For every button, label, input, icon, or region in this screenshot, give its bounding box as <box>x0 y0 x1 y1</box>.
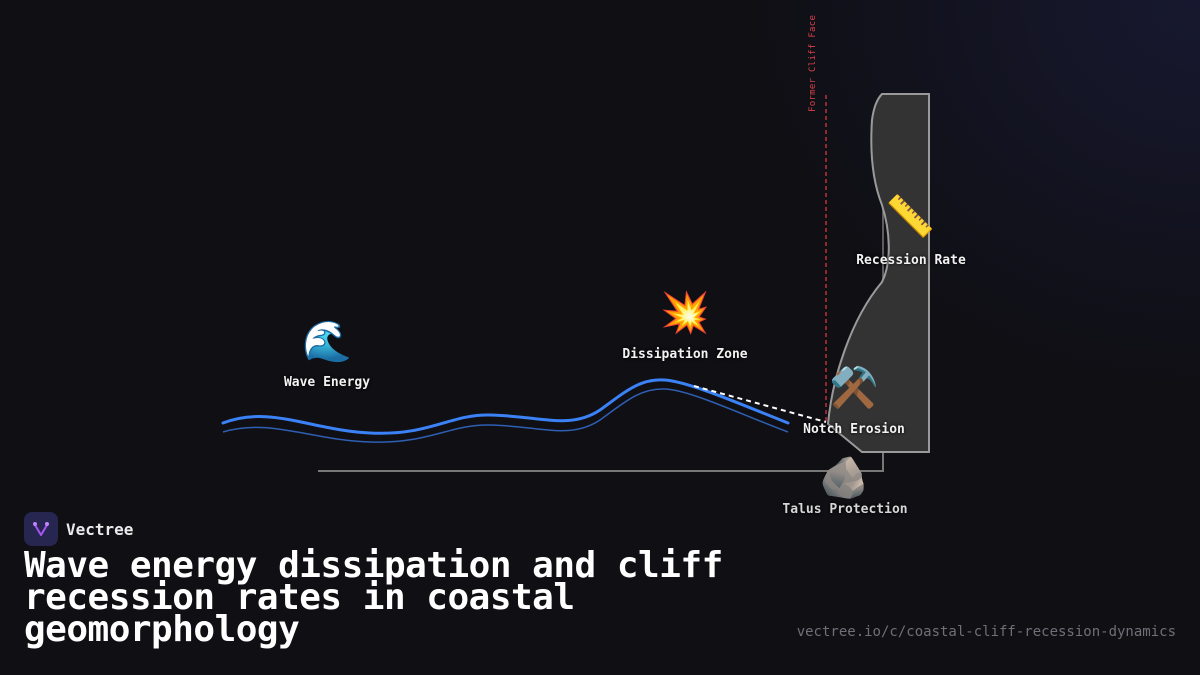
source-url: vectree.io/c/coastal-cliff-recession-dyn… <box>796 624 1176 640</box>
former-cliff-face-label: Former Cliff Face <box>808 14 818 112</box>
hammer-pick-icon: ⚒️ <box>829 365 879 411</box>
energy-path-dashed <box>693 385 827 423</box>
dissipation-zone-label: Dissipation Zone <box>622 347 748 362</box>
vectree-logo-icon <box>24 512 58 546</box>
ground-line <box>318 452 884 472</box>
recession-rate-label: Recession Rate <box>856 253 966 268</box>
ruler-icon: 📏 <box>885 194 935 240</box>
wave-primary <box>221 378 790 435</box>
brand-name: Vectree <box>66 519 134 539</box>
wave-energy-label: Wave Energy <box>283 375 371 390</box>
wave-secondary <box>222 388 789 443</box>
notch-erosion-label: Notch Erosion <box>803 422 905 437</box>
page-title: Wave energy dissipation and cliff recess… <box>24 545 723 650</box>
collision-icon: 💥 <box>660 290 710 336</box>
cliff-body <box>826 93 930 453</box>
wave-icon: 🌊 <box>302 319 352 365</box>
brand: Vectree <box>24 512 133 546</box>
rock-icon: 🪨 <box>819 455 869 501</box>
talus-protection-label: Talus Protection <box>782 502 908 517</box>
